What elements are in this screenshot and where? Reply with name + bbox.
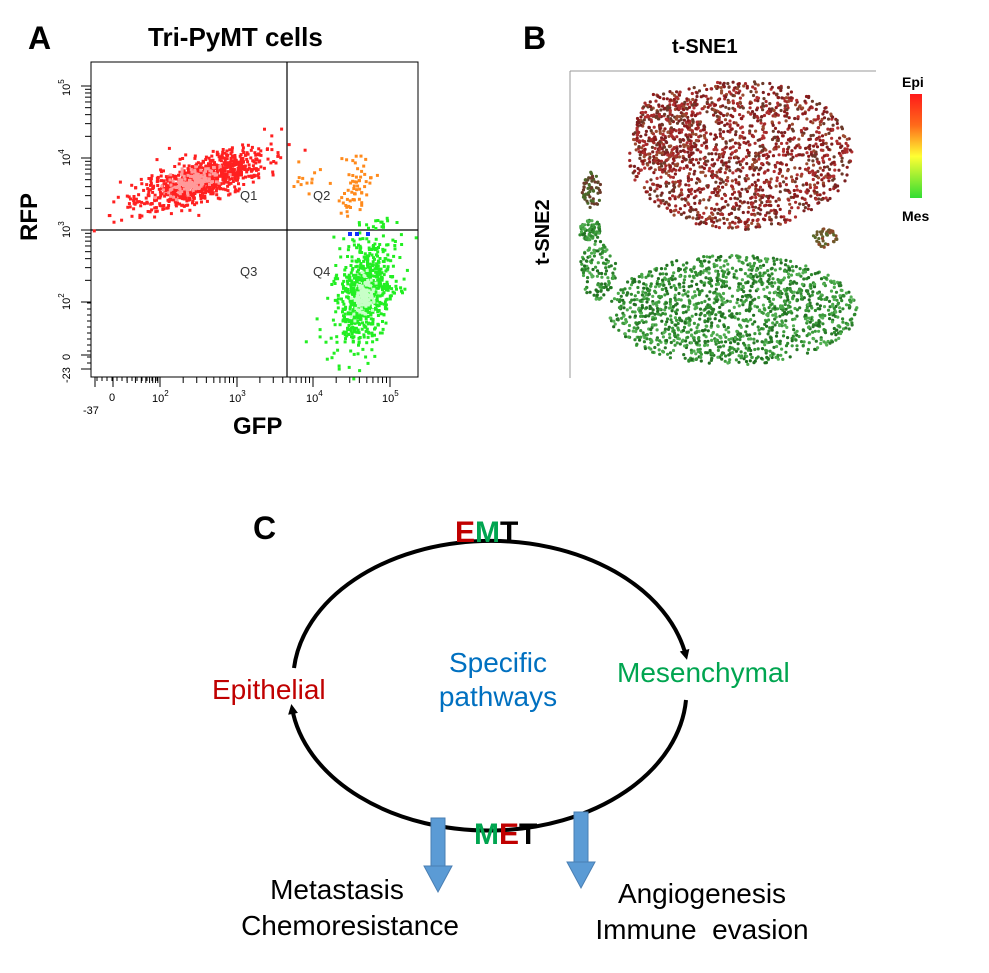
emt-letter-m: M: [475, 516, 501, 549]
axis-ticks: [81, 85, 391, 387]
emt-letter-t: T: [500, 516, 519, 549]
panel-a-letter: A: [28, 20, 52, 56]
y-tick-label: 105: [57, 79, 73, 96]
x-tick-label: 104: [306, 389, 323, 405]
tsne-cells: [578, 80, 859, 366]
chemoresistance-line: Chemoresistance: [241, 910, 459, 941]
immune-evasion-text: Immune evasion: [595, 914, 809, 945]
tick-labels: -37 0 102 103 104 105 -23 0 102 103 104 105: [57, 79, 399, 417]
metastasis-arrow: [423, 817, 453, 894]
angiogenesis-text: Angiogenesis: [617, 878, 787, 909]
quadrant-label-q1: Q1: [240, 188, 257, 203]
y-tick-label: -23: [61, 367, 73, 383]
specific-pathways-label: Specific pathways: [418, 646, 578, 714]
colorbar: [910, 94, 922, 198]
x-tick-label: 103: [229, 389, 246, 405]
cell-events: [92, 127, 418, 381]
x-tick-label: 102: [152, 389, 169, 405]
angiogenesis-arrow: [566, 811, 596, 890]
tsne-plot: [569, 70, 876, 378]
panel-c-letter: C: [253, 510, 277, 546]
specific-pathways-line2: pathways: [438, 681, 558, 712]
emt-arc: [292, 538, 690, 669]
y-tick-label: 102: [57, 293, 73, 310]
quadrant-label-q3: Q3: [240, 264, 257, 279]
colorbar-mes-label: Mes: [902, 208, 930, 224]
y-tick-label: 103: [57, 221, 73, 238]
mesenchymal-label: Mesenchymal: [617, 657, 790, 688]
quadrant-label-q2: Q2: [313, 188, 330, 203]
panel-a-title: Tri-PyMT cells: [148, 22, 323, 52]
quadrant-label-q4: Q4: [313, 264, 330, 279]
panel-b-xlabel: t-SNE1: [672, 36, 738, 58]
right-outcomes: Angiogenesis Immune evasion: [572, 876, 832, 948]
flow-cytometry-plot: -37 0 102 103 104 105 -23 0 102 103 104 105 Q1 Q2 Q…: [57, 61, 419, 417]
met-letter-e: E: [499, 818, 520, 851]
met-arc: [288, 699, 688, 833]
specific-pathways-line1: Specific: [448, 647, 548, 678]
met-label: MET: [474, 818, 537, 852]
panel-b-letter: B: [523, 20, 547, 56]
x-tick-label: 0: [109, 392, 115, 404]
y-tick-label: 0: [61, 354, 73, 360]
met-letter-t: T: [519, 818, 538, 851]
panel-a-xlabel: GFP: [233, 413, 283, 440]
plot-frame: [90, 61, 419, 378]
epithelial-label: Epithelial: [212, 674, 326, 705]
left-outcomes: Metastasis Angiogenesis Chemoresistance: [210, 872, 490, 944]
x-tick-label: -37: [83, 405, 99, 417]
emt-label: EMT: [455, 516, 518, 550]
emt-letter-e: E: [455, 516, 476, 549]
x-tick-label: 105: [382, 389, 399, 405]
y-tick-label: 104: [57, 149, 73, 166]
metastasis-text: Metastasis: [270, 874, 404, 905]
met-letter-m: M: [474, 818, 499, 851]
colorbar-epi-label: Epi: [902, 74, 924, 90]
